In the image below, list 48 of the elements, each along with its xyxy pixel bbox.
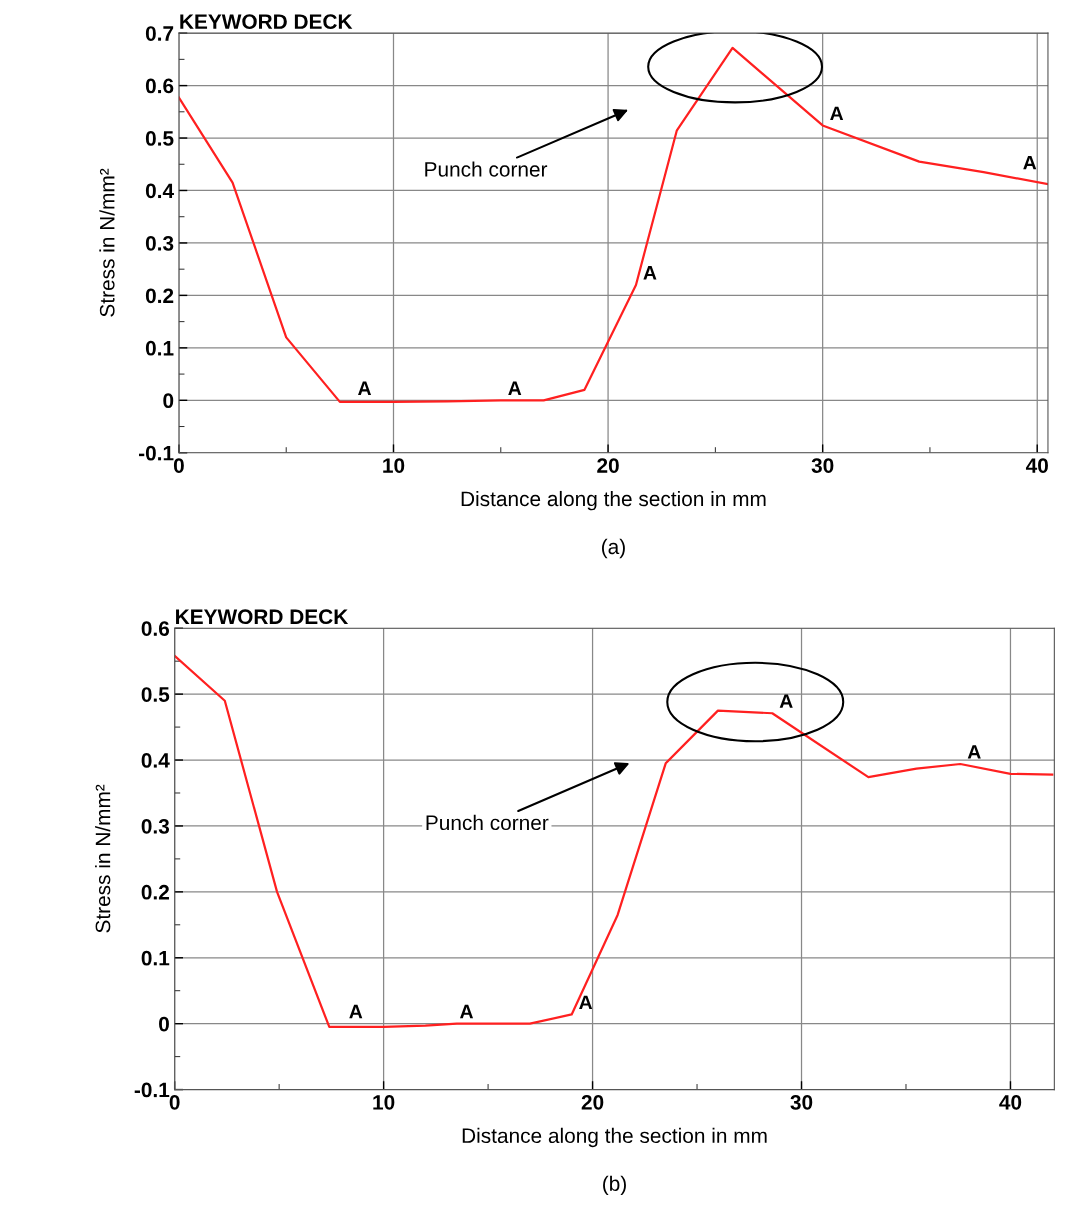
annotation: A — [967, 745, 981, 759]
x-axis-title: Distance along the section in mm — [462, 1127, 767, 1148]
y-tick-label: -0.1 — [138, 445, 174, 461]
y-axis-title: Stress in N/mm² — [99, 168, 115, 317]
annotation: A — [579, 995, 593, 1010]
annotation: A — [349, 1004, 363, 1019]
chart-title: KEYWORD DECK — [176, 609, 349, 625]
line-series — [174, 654, 1054, 1029]
x-axis-title: Distance along the section in mm — [461, 490, 766, 511]
x-tick-label: 10 — [383, 458, 405, 473]
y-tick-label: 0.6 — [141, 621, 170, 636]
y-tick-label: 0.4 — [145, 183, 174, 199]
y-tick-label: 0.2 — [141, 884, 169, 900]
x-tick-label: 40 — [1025, 458, 1048, 473]
x-tick-label: 40 — [999, 1094, 1022, 1110]
x-tick-label: 20 — [597, 458, 619, 473]
annotation: A — [830, 106, 844, 121]
y-tick-label: 0.1 — [141, 950, 170, 966]
y-tick-label: 0 — [159, 1016, 169, 1032]
y-tick-label: 0.2 — [145, 288, 174, 304]
x-tick-label: 0 — [173, 458, 184, 473]
y-tick-label: 0.3 — [145, 235, 174, 251]
y-tick-label: 0.3 — [141, 818, 170, 834]
y-tick-label: 0 — [163, 393, 174, 409]
y-tick-label: 0.7 — [145, 26, 174, 41]
y-tick-label: 0.4 — [141, 753, 170, 768]
x-tick-label: 20 — [581, 1094, 604, 1110]
annotation: A — [459, 1004, 474, 1019]
chart-title: KEYWORD DECK — [180, 14, 353, 30]
annotation: A — [358, 381, 372, 395]
text: (b) — [603, 1175, 626, 1196]
x-tick-label: 30 — [790, 1094, 813, 1110]
line-series — [178, 46, 1048, 403]
x-tick-label: 10 — [373, 1094, 395, 1110]
y-tick-label: 0.1 — [145, 340, 174, 356]
annotation: Punch corner — [426, 814, 549, 831]
text: (a) — [602, 538, 625, 559]
annotation: A — [508, 381, 522, 395]
y-tick-label: 0.6 — [145, 78, 174, 94]
x-tick-label: 30 — [811, 458, 834, 473]
annotation: A — [1023, 155, 1037, 170]
annotation: Punch corner — [425, 161, 548, 177]
annotation: A — [643, 266, 657, 280]
y-tick-label: 0.5 — [145, 131, 174, 146]
annotation: A — [779, 694, 793, 708]
y-tick-label: -0.1 — [134, 1082, 170, 1098]
y-tick-label: 0.5 — [141, 687, 170, 702]
y-axis-title: Stress in N/mm² — [95, 784, 111, 933]
